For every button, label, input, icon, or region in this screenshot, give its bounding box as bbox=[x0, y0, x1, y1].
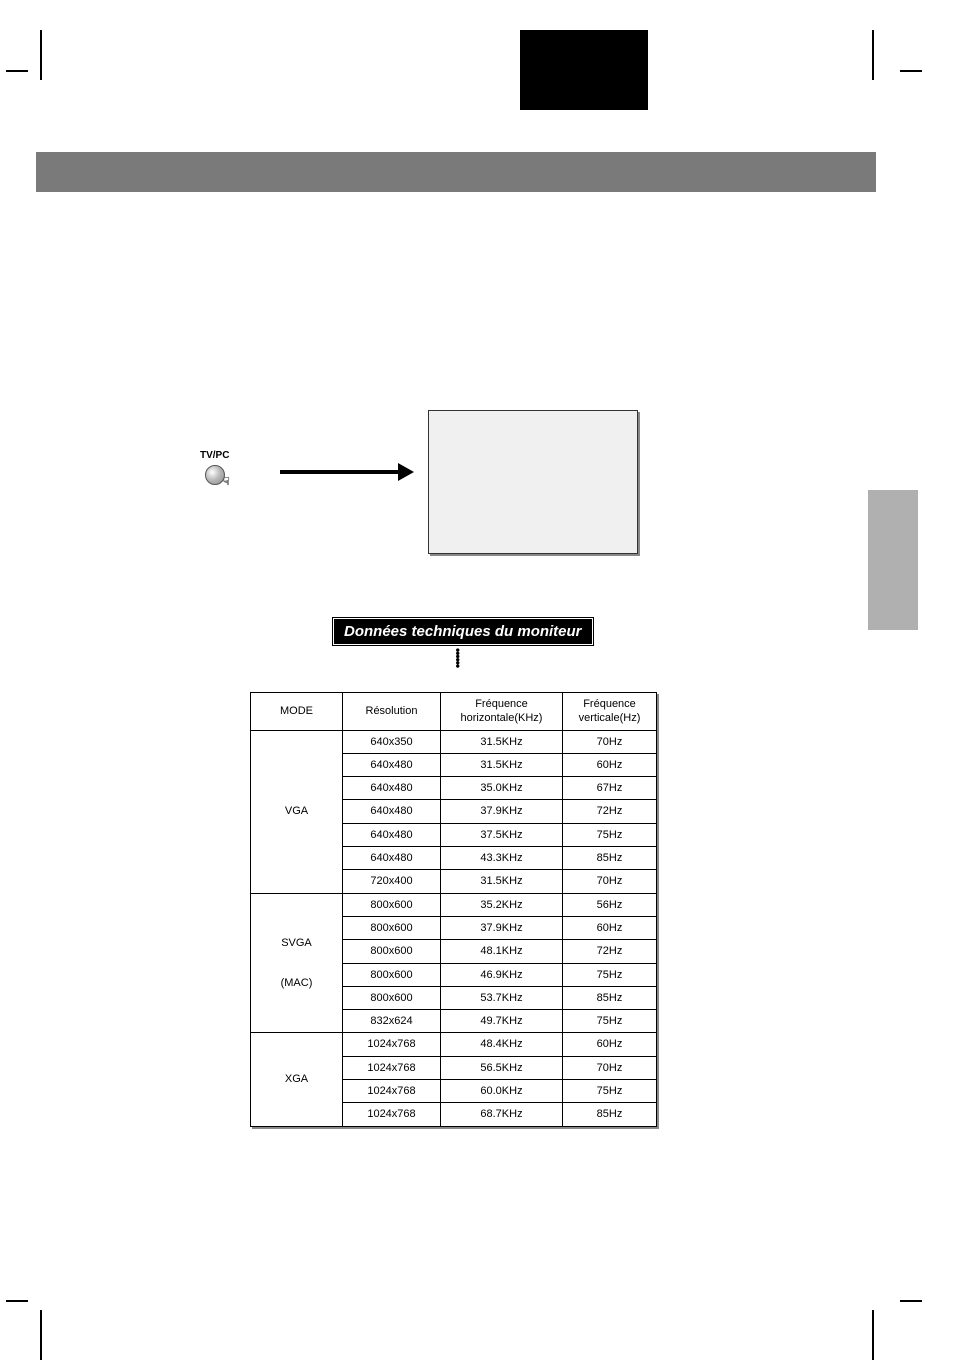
table-header-row: MODE Résolution Fréquence horizontale(KH… bbox=[251, 693, 657, 731]
vfreq-cell: 67Hz bbox=[563, 777, 657, 800]
hfreq-cell: 35.2KHz bbox=[441, 893, 563, 916]
hfreq-cell: 43.3KHz bbox=[441, 847, 563, 870]
crop-mark bbox=[6, 70, 28, 72]
dotted-connector: •••••• bbox=[451, 648, 465, 667]
resolution-cell: 720x400 bbox=[343, 870, 441, 893]
crop-mark bbox=[900, 1300, 922, 1302]
vfreq-cell: 85Hz bbox=[563, 1103, 657, 1126]
mode-cell: SVGA(MAC) bbox=[251, 893, 343, 1033]
header-vfreq: Fréquence verticale(Hz) bbox=[563, 693, 657, 731]
side-tab bbox=[868, 490, 918, 630]
hfreq-cell: 31.5KHz bbox=[441, 870, 563, 893]
vfreq-cell: 60Hz bbox=[563, 753, 657, 776]
resolution-cell: 1024x768 bbox=[343, 1080, 441, 1103]
tvpc-button-diagram: TV/PC ☟ bbox=[200, 450, 229, 485]
crop-mark bbox=[40, 30, 42, 80]
section-title-text: Données techniques du moniteur bbox=[344, 623, 582, 640]
resolution-cell: 800x600 bbox=[343, 916, 441, 939]
crop-mark bbox=[6, 1300, 28, 1302]
crop-mark bbox=[40, 1310, 42, 1360]
resolution-cell: 640x480 bbox=[343, 800, 441, 823]
crop-mark bbox=[872, 30, 874, 80]
hfreq-cell: 49.7KHz bbox=[441, 1010, 563, 1033]
vfreq-cell: 85Hz bbox=[563, 847, 657, 870]
hfreq-cell: 35.0KHz bbox=[441, 777, 563, 800]
vfreq-cell: 60Hz bbox=[563, 916, 657, 939]
table-row: XGA1024x76848.4KHz60Hz bbox=[251, 1033, 657, 1056]
section-title: Données techniques du moniteur bbox=[333, 618, 593, 645]
hfreq-cell: 31.5KHz bbox=[441, 730, 563, 753]
resolution-cell: 640x480 bbox=[343, 823, 441, 846]
hfreq-cell: 48.4KHz bbox=[441, 1033, 563, 1056]
mode-cell: XGA bbox=[251, 1033, 343, 1126]
resolution-cell: 832x624 bbox=[343, 1010, 441, 1033]
header-black-box bbox=[520, 30, 648, 110]
resolution-cell: 1024x768 bbox=[343, 1033, 441, 1056]
resolution-cell: 800x600 bbox=[343, 963, 441, 986]
hand-icon: ☟ bbox=[223, 475, 230, 488]
vfreq-cell: 75Hz bbox=[563, 1010, 657, 1033]
arrow-icon bbox=[280, 470, 400, 474]
table-row: SVGA(MAC)800x60035.2KHz56Hz bbox=[251, 893, 657, 916]
vfreq-cell: 70Hz bbox=[563, 1056, 657, 1079]
vfreq-cell: 72Hz bbox=[563, 940, 657, 963]
resolution-cell: 640x480 bbox=[343, 753, 441, 776]
resolution-cell: 800x600 bbox=[343, 893, 441, 916]
vfreq-cell: 75Hz bbox=[563, 963, 657, 986]
knob-icon: ☟ bbox=[205, 465, 225, 485]
hfreq-cell: 46.9KHz bbox=[441, 963, 563, 986]
resolution-cell: 640x480 bbox=[343, 847, 441, 870]
header-resolution: Résolution bbox=[343, 693, 441, 731]
resolution-cell: 640x480 bbox=[343, 777, 441, 800]
table-row: VGA640x35031.5KHz70Hz bbox=[251, 730, 657, 753]
hfreq-cell: 56.5KHz bbox=[441, 1056, 563, 1079]
hfreq-cell: 37.9KHz bbox=[441, 916, 563, 939]
vfreq-cell: 60Hz bbox=[563, 1033, 657, 1056]
vfreq-cell: 72Hz bbox=[563, 800, 657, 823]
crop-mark bbox=[900, 70, 922, 72]
hfreq-cell: 68.7KHz bbox=[441, 1103, 563, 1126]
header-hfreq: Fréquence horizontale(KHz) bbox=[441, 693, 563, 731]
hfreq-cell: 53.7KHz bbox=[441, 986, 563, 1009]
screen-box bbox=[428, 410, 638, 554]
resolution-cell: 640x350 bbox=[343, 730, 441, 753]
resolution-cell: 1024x768 bbox=[343, 1103, 441, 1126]
hfreq-cell: 48.1KHz bbox=[441, 940, 563, 963]
mode-cell: VGA bbox=[251, 730, 343, 893]
header-mode: MODE bbox=[251, 693, 343, 731]
hfreq-cell: 37.5KHz bbox=[441, 823, 563, 846]
vfreq-cell: 85Hz bbox=[563, 986, 657, 1009]
vfreq-cell: 70Hz bbox=[563, 730, 657, 753]
vfreq-cell: 75Hz bbox=[563, 823, 657, 846]
hfreq-cell: 37.9KHz bbox=[441, 800, 563, 823]
hfreq-cell: 60.0KHz bbox=[441, 1080, 563, 1103]
tvpc-label: TV/PC bbox=[200, 450, 229, 461]
resolution-cell: 800x600 bbox=[343, 986, 441, 1009]
header-grey-bar bbox=[36, 152, 876, 192]
resolution-cell: 800x600 bbox=[343, 940, 441, 963]
vfreq-cell: 70Hz bbox=[563, 870, 657, 893]
vfreq-cell: 56Hz bbox=[563, 893, 657, 916]
resolution-cell: 1024x768 bbox=[343, 1056, 441, 1079]
monitor-spec-table: MODE Résolution Fréquence horizontale(KH… bbox=[250, 692, 657, 1127]
crop-mark bbox=[872, 1310, 874, 1360]
vfreq-cell: 75Hz bbox=[563, 1080, 657, 1103]
hfreq-cell: 31.5KHz bbox=[441, 753, 563, 776]
